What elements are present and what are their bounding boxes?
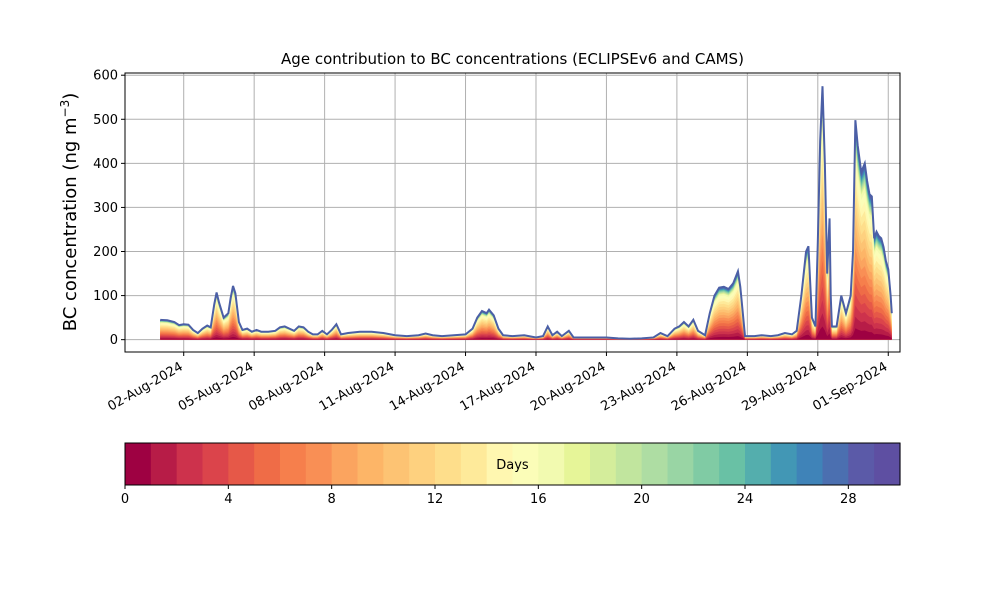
- y-tick-label: 200: [93, 245, 118, 260]
- colorbar-bin: [435, 443, 462, 485]
- colorbar-bin: [719, 443, 746, 485]
- y-tick-label: 300: [93, 201, 118, 216]
- total-concentration-line: [160, 86, 893, 340]
- colorbar-bin: [305, 443, 333, 485]
- colorbar-tick-label: 12: [427, 492, 444, 507]
- colorbar-label: Days: [496, 458, 529, 473]
- colorbar-bin: [538, 443, 565, 485]
- colorbar-bin: [202, 443, 229, 485]
- y-tick-label: 400: [93, 157, 118, 172]
- colorbar-bin: [770, 443, 798, 485]
- colorbar-bin: [590, 443, 617, 485]
- colorbar-bin: [176, 443, 204, 485]
- colorbar-bin: [564, 443, 591, 485]
- grid-lines: [125, 73, 900, 352]
- colorbar-bin: [693, 443, 720, 485]
- colorbar-bin: [667, 443, 694, 485]
- colorbar-bin: [745, 443, 772, 485]
- colorbar-tick-label: 20: [633, 492, 650, 507]
- stacked-age-areas: [160, 86, 892, 340]
- colorbar-bin: [796, 443, 824, 485]
- colorbar-bin: [280, 443, 307, 485]
- y-tick-label: 100: [93, 289, 118, 304]
- colorbar-bin: [822, 443, 849, 485]
- colorbar-bin: [512, 443, 539, 485]
- colorbar-tick-label: 8: [328, 492, 336, 507]
- colorbar-tick-label: 4: [224, 492, 232, 507]
- colorbar-frame: [124, 442, 901, 486]
- colorbar-bin: [848, 443, 875, 485]
- colorbar-bin: [486, 443, 514, 485]
- y-axis-label-main: BC concentration (ng m: [60, 117, 81, 331]
- colorbar-tick-label: 28: [840, 492, 857, 507]
- y-axis-label-sup: −3: [58, 100, 72, 118]
- colorbar-bin: [254, 443, 281, 485]
- chart-title: Age contribution to BC concentrations (E…: [281, 50, 744, 68]
- colorbar-bin: [383, 443, 410, 485]
- colorbar-bin: [331, 443, 359, 485]
- colorbar-bin: [357, 443, 384, 485]
- colorbar-bin: [125, 443, 152, 485]
- colorbar-bin: [615, 443, 643, 485]
- colorbar-bin: [409, 443, 436, 485]
- colorbar-tick-label: 16: [530, 492, 547, 507]
- y-axis-label-close: ): [60, 93, 81, 100]
- y-tick-label: 600: [93, 69, 118, 84]
- colorbar-bin: [874, 443, 901, 485]
- colorbar-tick-label: 0: [121, 492, 129, 507]
- colorbar-ticks: 0 4 8 12 16 20 24 28: [121, 485, 857, 507]
- colorbar-bin: [641, 443, 669, 485]
- colorbar-bin: [460, 443, 488, 485]
- y-axis-ticks: 0 100 200 300 400 500 600: [93, 69, 125, 348]
- colorbar-tick-label: 24: [737, 492, 754, 507]
- colorbar-bin: [228, 443, 255, 485]
- colorbar-bin: [150, 443, 178, 485]
- y-tick-label: 0: [110, 333, 118, 348]
- age-band-area: [160, 326, 892, 340]
- y-tick-label: 500: [93, 113, 118, 128]
- plot-frame: [124, 72, 901, 353]
- colorbar: [125, 443, 901, 485]
- y-axis-label: BC concentration (ng m−3): [58, 93, 81, 332]
